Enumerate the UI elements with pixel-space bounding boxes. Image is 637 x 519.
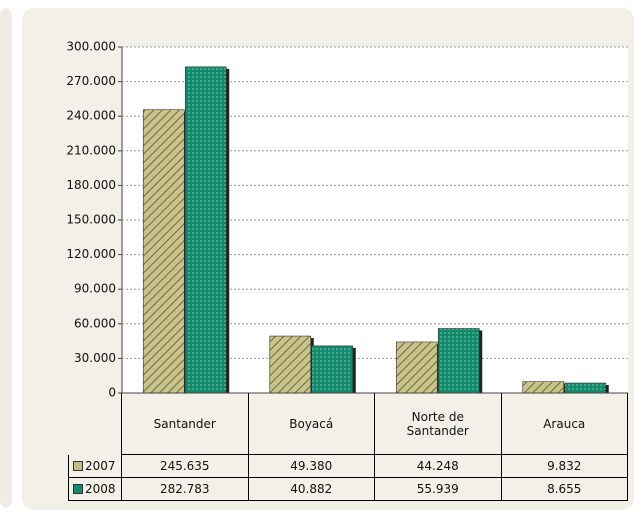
x-tick-label-text: Santander	[153, 416, 216, 431]
legend-entry-text: 2008	[85, 482, 116, 496]
bar	[437, 328, 480, 394]
y-tick-label: 150.000	[66, 213, 116, 227]
x-tick-label: Santander	[122, 393, 249, 455]
y-tick-label: 210.000	[66, 143, 116, 157]
value-label: 282.783	[122, 478, 249, 501]
value-label-text: 9.832	[547, 459, 582, 473]
y-tick-label: 0	[108, 386, 116, 400]
y-tick-label: 90.000	[74, 282, 116, 296]
y-tick-label: 30.000	[74, 351, 116, 365]
value-label: 49.380	[248, 455, 375, 478]
x-tick-label-text: Arauca	[543, 416, 586, 431]
y-tick-label: 270.000	[66, 74, 116, 88]
y-tick-label: 120.000	[66, 247, 116, 261]
x-tick-label-text: Boyacá	[289, 416, 334, 431]
value-label-text: 8.655	[547, 482, 582, 496]
legend-entry-text: 2007	[85, 459, 116, 473]
legend-swatch	[73, 461, 83, 471]
bar	[184, 66, 227, 394]
y-tick-label: 60.000	[74, 316, 116, 330]
bar	[311, 345, 354, 394]
value-label: 245.635	[122, 455, 249, 478]
bar	[142, 109, 185, 394]
value-label-text: 55.939	[416, 482, 459, 496]
value-label-text: 44.248	[416, 459, 459, 473]
y-tick-label: 300.000	[66, 40, 116, 54]
value-label: 9.832	[501, 455, 628, 478]
value-label-text: 282.783	[159, 482, 210, 496]
value-label: 44.248	[375, 455, 502, 478]
value-label-text: 245.635	[159, 459, 210, 473]
side-panel	[0, 8, 12, 508]
table-corner	[68, 393, 122, 455]
x-tick-label-text: Norte de Santander	[406, 409, 469, 438]
legend-swatch	[73, 484, 83, 494]
data-table: Santander Boyacá Norte de Santander Arauca 2…	[68, 393, 628, 501]
value-label-text: 40.882	[290, 482, 333, 496]
legend-entry: 2008	[68, 478, 122, 501]
legend-entry: 2007	[68, 455, 122, 478]
bar	[522, 381, 565, 394]
bar	[269, 335, 312, 394]
x-tick-label: Arauca	[501, 393, 628, 455]
bar	[564, 382, 607, 394]
value-label: 55.939	[375, 478, 502, 501]
value-label: 8.655	[501, 478, 628, 501]
y-tick-label: 240.000	[66, 109, 116, 123]
x-tick-label: Norte de Santander	[375, 393, 502, 455]
value-label: 40.882	[248, 478, 375, 501]
value-label-text: 49.380	[290, 459, 333, 473]
bar	[395, 341, 438, 394]
y-tick-label: 180.000	[66, 178, 116, 192]
x-tick-label: Boyacá	[248, 393, 375, 455]
